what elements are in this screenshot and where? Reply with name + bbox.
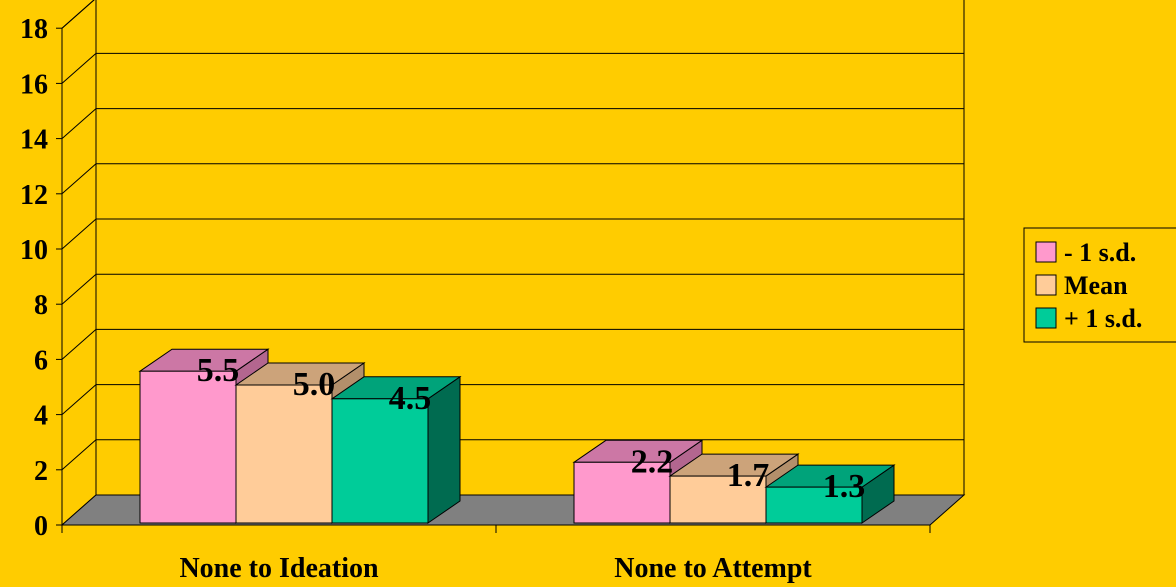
gridline — [61, 384, 964, 415]
y-tick-label: 18 — [20, 14, 48, 45]
axes: 0 2 4 6 8 10 12 14 16 18 None to Ideation None to A… — [20, 14, 931, 584]
bars — [138, 348, 896, 524]
legend[interactable]: - 1 s.d. Mean + 1 s.d. — [1023, 227, 1176, 343]
y-tick-label: 10 — [20, 235, 48, 266]
legend-label: - 1 s.d. — [1064, 238, 1136, 267]
gridline — [61, 108, 964, 139]
bar — [765, 486, 863, 524]
y-tick-label: 6 — [34, 345, 48, 376]
y-tick-label: 14 — [20, 125, 48, 156]
data-label: 5.0 — [293, 366, 336, 403]
legend-swatch — [1035, 307, 1057, 329]
gridline — [61, 163, 964, 195]
y-tick-label: 0 — [34, 511, 48, 542]
bar — [139, 370, 237, 524]
legend-swatch — [1035, 274, 1057, 296]
legend-label: + 1 s.d. — [1064, 304, 1142, 333]
data-label: 1.7 — [727, 457, 770, 494]
y-tick-label: 2 — [34, 456, 48, 487]
bar-side — [427, 375, 461, 524]
x-category-label: None to Attempt — [614, 553, 812, 584]
gridline — [61, 52, 964, 84]
gridline — [61, 218, 964, 250]
legend-swatch — [1035, 241, 1057, 263]
bar — [331, 398, 429, 524]
data-label: 4.5 — [389, 380, 432, 417]
gridline — [61, 328, 964, 360]
y-tick-label: 12 — [20, 180, 48, 211]
bar — [573, 461, 671, 524]
y-tick-label: 8 — [34, 290, 48, 321]
bar — [235, 384, 333, 524]
data-labels: 5.5 5.0 4.5 2.2 1.7 1.3 — [197, 352, 866, 505]
data-label: 2.2 — [631, 443, 674, 480]
gridline — [61, 273, 964, 305]
data-label: 5.5 — [197, 352, 240, 389]
legend-label: Mean — [1064, 271, 1128, 300]
x-category-label: None to Ideation — [179, 553, 379, 584]
gridline — [61, 0, 95, 29]
y-tick-label: 16 — [20, 69, 48, 100]
y-tick-label: 4 — [34, 401, 48, 432]
data-label: 1.3 — [823, 468, 866, 505]
